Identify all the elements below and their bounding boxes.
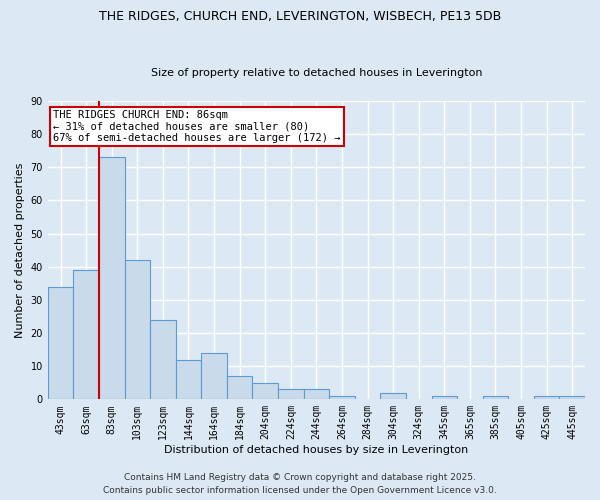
Bar — [227, 376, 253, 400]
Text: Contains HM Land Registry data © Crown copyright and database right 2025.
Contai: Contains HM Land Registry data © Crown c… — [103, 474, 497, 495]
Bar — [431, 396, 457, 400]
Bar — [201, 353, 227, 400]
Text: THE RIDGES CHURCH END: 86sqm
← 31% of detached houses are smaller (80)
67% of se: THE RIDGES CHURCH END: 86sqm ← 31% of de… — [53, 110, 341, 143]
Bar — [176, 360, 201, 400]
Bar — [534, 396, 559, 400]
Y-axis label: Number of detached properties: Number of detached properties — [15, 162, 25, 338]
Title: Size of property relative to detached houses in Leverington: Size of property relative to detached ho… — [151, 68, 482, 78]
Bar — [99, 158, 125, 400]
Bar — [329, 396, 355, 400]
Bar — [253, 383, 278, 400]
Bar — [559, 396, 585, 400]
X-axis label: Distribution of detached houses by size in Leverington: Distribution of detached houses by size … — [164, 445, 469, 455]
Bar — [125, 260, 150, 400]
Bar — [278, 390, 304, 400]
Bar — [150, 320, 176, 400]
Bar — [48, 286, 73, 400]
Bar — [380, 392, 406, 400]
Bar — [482, 396, 508, 400]
Bar — [73, 270, 99, 400]
Text: THE RIDGES, CHURCH END, LEVERINGTON, WISBECH, PE13 5DB: THE RIDGES, CHURCH END, LEVERINGTON, WIS… — [99, 10, 501, 23]
Bar — [304, 390, 329, 400]
